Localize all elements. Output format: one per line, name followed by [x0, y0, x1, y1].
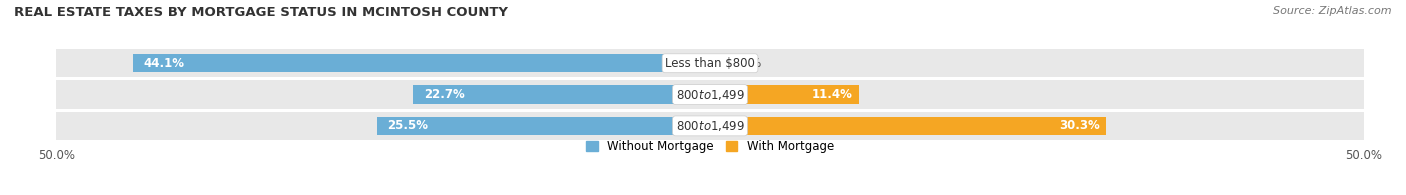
Legend: Without Mortgage, With Mortgage: Without Mortgage, With Mortgage	[586, 140, 834, 153]
Text: 44.1%: 44.1%	[143, 57, 184, 70]
Bar	[56, 81, 1364, 109]
Bar	[710, 54, 711, 72]
Text: Less than $800: Less than $800	[665, 57, 755, 70]
Bar	[710, 85, 859, 104]
Text: Source: ZipAtlas.com: Source: ZipAtlas.com	[1274, 6, 1392, 16]
Bar	[710, 117, 1107, 135]
Text: 30.3%: 30.3%	[1059, 119, 1099, 132]
Text: REAL ESTATE TAXES BY MORTGAGE STATUS IN MCINTOSH COUNTY: REAL ESTATE TAXES BY MORTGAGE STATUS IN …	[14, 6, 508, 19]
Text: 22.7%: 22.7%	[423, 88, 464, 101]
Text: 25.5%: 25.5%	[387, 119, 427, 132]
Text: $800 to $1,499: $800 to $1,499	[675, 119, 745, 133]
Text: 11.4%: 11.4%	[811, 88, 852, 101]
Text: $800 to $1,499: $800 to $1,499	[675, 88, 745, 102]
Bar	[134, 54, 710, 72]
Bar	[377, 117, 710, 135]
Bar	[56, 112, 1364, 140]
Bar	[56, 49, 1364, 77]
Bar	[413, 85, 710, 104]
Text: 0.12%: 0.12%	[724, 57, 762, 70]
